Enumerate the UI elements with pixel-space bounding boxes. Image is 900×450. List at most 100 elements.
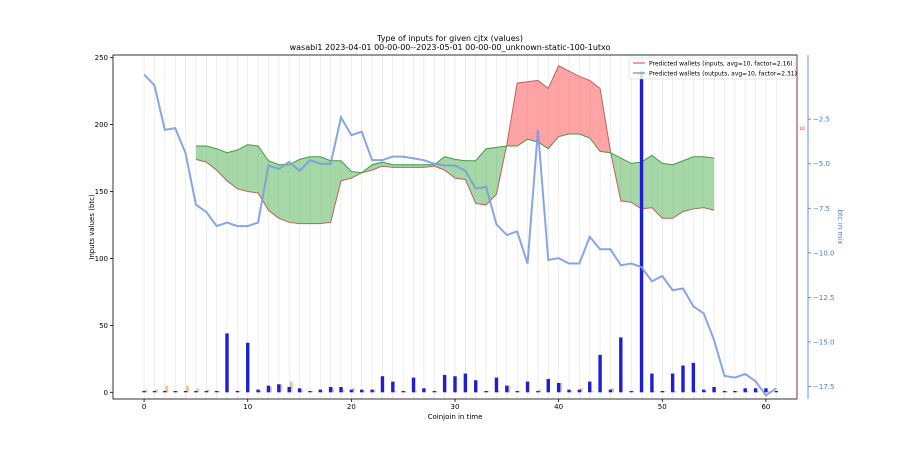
bar-other-inputs xyxy=(206,389,210,393)
bar-other-inputs xyxy=(724,390,728,393)
band-segment xyxy=(548,65,559,149)
bar-other-inputs xyxy=(196,388,200,393)
band-segment xyxy=(413,164,424,168)
bar-inputs-count xyxy=(691,362,696,393)
x-tick-label: 30 xyxy=(451,403,460,411)
bar-inputs-count xyxy=(422,388,426,393)
bar-inputs-count xyxy=(266,385,271,393)
bar-other-inputs xyxy=(372,389,376,393)
bar-other-inputs xyxy=(403,390,407,393)
bar-inputs-count xyxy=(246,342,250,393)
bar-inputs-count xyxy=(577,389,582,393)
band-segment xyxy=(237,144,248,192)
y-tick-label: 50 xyxy=(99,322,108,330)
bar-other-inputs xyxy=(351,388,355,393)
band-segment xyxy=(589,80,601,152)
fill-bands xyxy=(195,65,715,225)
band-segment xyxy=(486,147,497,205)
band-segment xyxy=(537,80,549,149)
bar-other-inputs xyxy=(496,390,500,393)
bar-other-inputs xyxy=(517,390,521,393)
bar-inputs-count xyxy=(297,388,302,393)
bar-inputs-count xyxy=(214,390,219,393)
inner-red-tick-label: 10 xyxy=(799,126,805,132)
right-y-tick-label: −7.5 xyxy=(813,205,830,213)
bar-inputs-count xyxy=(256,389,260,393)
bar-other-inputs xyxy=(434,390,438,393)
bar-other-inputs xyxy=(300,389,304,393)
band-segment xyxy=(268,160,279,219)
bar-other-inputs xyxy=(414,390,418,393)
right-y-tick-label: −2.5 xyxy=(813,116,830,124)
right-y-axis-label: btc in mix xyxy=(836,210,844,245)
bar-other-inputs xyxy=(756,390,760,393)
band-segment xyxy=(258,146,269,211)
band-segment xyxy=(631,162,642,209)
bar-inputs-count xyxy=(556,382,561,393)
band-segment xyxy=(651,155,663,219)
bar-inputs-count xyxy=(474,380,478,393)
axes: 0 10 20 30 40 50 60 0 50 100 150 200 250 −2.5 −5.0 −7.5… xyxy=(95,54,835,411)
band-segment xyxy=(444,156,455,179)
band-segment xyxy=(299,156,310,224)
legend-entry-outputs: Predicted wallets (outputs, avg=10, fact… xyxy=(649,71,797,78)
bar-other-inputs xyxy=(486,390,490,393)
band-segment xyxy=(227,150,238,189)
right-y-tick-label: −12.5 xyxy=(813,294,834,302)
btc-in-mix-line xyxy=(143,73,777,397)
bar-inputs-count xyxy=(318,389,322,393)
bar-other-inputs xyxy=(331,388,335,393)
bar-inputs-count xyxy=(204,390,208,393)
x-tick-label: 40 xyxy=(554,403,563,411)
bar-inputs-count xyxy=(277,384,281,393)
y-tick-label: 250 xyxy=(95,54,108,62)
bar-inputs-count xyxy=(432,390,436,393)
band-segment xyxy=(278,164,290,223)
bar-other-inputs xyxy=(279,384,283,393)
bar-inputs-count xyxy=(328,386,333,393)
bar-inputs-count xyxy=(753,388,758,393)
band-segment xyxy=(289,159,300,224)
x-tick-label: 50 xyxy=(658,403,667,411)
y-tick-label: 100 xyxy=(95,255,108,263)
band-segment xyxy=(392,164,404,168)
bar-other-inputs xyxy=(320,390,324,393)
bars xyxy=(142,71,778,393)
bar-other-inputs xyxy=(144,389,148,393)
x-axis-label: Coinjoin in time xyxy=(428,413,483,421)
bar-inputs-count xyxy=(142,390,146,393)
bar-other-inputs xyxy=(268,386,272,393)
bar-inputs-count xyxy=(546,378,550,393)
series-lines xyxy=(143,73,777,397)
x-tick-label: 0 xyxy=(142,403,146,411)
bar-inputs-count xyxy=(660,390,664,393)
right-y-tick-label: −5.0 xyxy=(813,160,830,168)
bar-other-inputs xyxy=(579,388,583,393)
band-segment xyxy=(465,160,476,204)
bar-inputs-count xyxy=(619,337,623,393)
bar-inputs-count xyxy=(339,386,343,393)
bar-other-inputs xyxy=(393,390,397,393)
bar-other-inputs xyxy=(662,390,666,393)
bar-inputs-count xyxy=(401,390,405,393)
bar-inputs-count xyxy=(639,71,644,393)
y-tick-label: 150 xyxy=(95,188,108,196)
bar-other-inputs xyxy=(289,381,293,393)
bar-inputs-count xyxy=(670,373,675,393)
bar-inputs-count xyxy=(453,376,457,393)
bar-inputs-count xyxy=(463,373,468,393)
bar-inputs-count xyxy=(629,390,633,393)
band-segment xyxy=(372,162,383,171)
bar-other-inputs xyxy=(693,390,697,393)
bar-inputs-count xyxy=(588,381,592,393)
bar-other-inputs xyxy=(154,389,158,393)
bar-other-inputs xyxy=(631,390,635,393)
bar-inputs-count xyxy=(764,388,768,393)
bar-other-inputs xyxy=(590,390,594,393)
inputs-line xyxy=(195,65,715,225)
bar-inputs-count xyxy=(536,390,540,393)
band-segment xyxy=(620,158,632,203)
bar-inputs-count xyxy=(380,376,385,393)
bar-other-inputs xyxy=(538,389,542,393)
